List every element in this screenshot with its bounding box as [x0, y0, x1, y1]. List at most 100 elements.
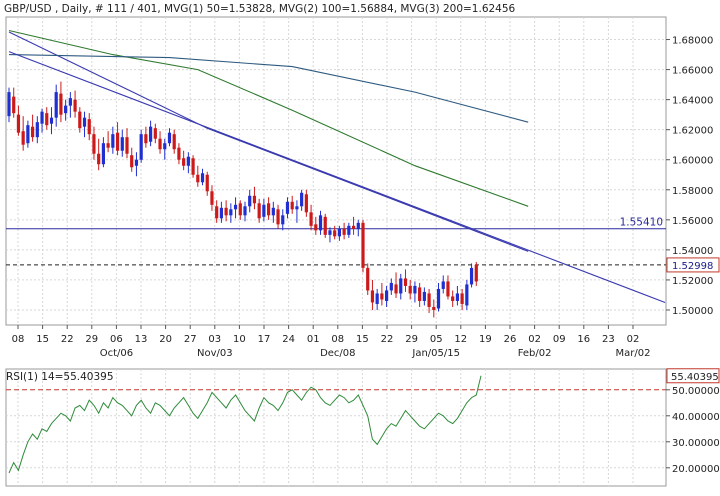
candle — [45, 107, 49, 130]
candle — [366, 263, 370, 295]
candle — [427, 288, 431, 313]
candle-body — [427, 293, 431, 307]
candle — [262, 198, 266, 222]
candlesticks — [7, 81, 478, 318]
candle-body — [49, 117, 54, 124]
candle-body — [210, 191, 214, 205]
candle — [40, 108, 44, 133]
candle — [413, 281, 417, 303]
candle-body — [149, 126, 153, 142]
price-y-tick-label: 1.68000 — [672, 36, 713, 47]
price-y-tick-label: 1.52000 — [672, 276, 713, 287]
candle-body — [177, 147, 181, 160]
candle-body — [97, 153, 101, 165]
candle — [408, 279, 412, 300]
candle — [144, 126, 148, 148]
candle-body — [318, 215, 323, 231]
candle — [92, 126, 96, 160]
candle — [219, 201, 223, 223]
candle — [158, 131, 162, 154]
candle-body — [380, 293, 384, 300]
date-x-axis: 08 15 22 29 06 13 20 27 03 10 17 24 01 08 15 22 29 05 12 19… — [12, 325, 651, 359]
x-tick-label: 29 — [405, 334, 418, 345]
price-y-tick-label: 1.62000 — [672, 126, 713, 137]
candle — [59, 81, 63, 123]
rsi-title: RSI(1) 14=55.40395 — [6, 371, 114, 383]
candle — [172, 129, 176, 154]
candle-body — [389, 282, 393, 291]
candle-body — [375, 293, 379, 304]
candle — [389, 278, 393, 295]
candle — [465, 279, 469, 310]
candle — [153, 123, 157, 144]
x-month-label: Jan/05/15 — [411, 348, 460, 359]
price-y-tick-label: 1.64000 — [672, 96, 713, 107]
candle-body — [59, 93, 63, 115]
candle — [318, 210, 323, 235]
candle — [233, 197, 238, 219]
x-tick-label: 03 — [208, 334, 221, 345]
candle — [68, 92, 72, 118]
candle-body — [64, 105, 68, 114]
candle-body — [45, 113, 49, 126]
candle — [446, 275, 450, 300]
candle-body — [163, 143, 167, 150]
x-tick-label: 13 — [135, 334, 148, 345]
candle-body — [205, 174, 209, 192]
candle-body — [134, 159, 139, 166]
candle — [101, 137, 105, 168]
candle-body — [186, 156, 190, 166]
level-label: 1.55410 — [620, 217, 663, 229]
candle-body — [347, 225, 351, 235]
rsi-panel-frame — [5, 368, 667, 487]
candle — [229, 203, 233, 223]
x-month-label: Nov/03 — [197, 348, 233, 359]
x-tick-label: 08 — [331, 334, 344, 345]
candle-body — [262, 204, 266, 217]
candle-body — [229, 209, 233, 216]
candle — [309, 204, 313, 231]
candle-body — [252, 195, 257, 204]
candle — [54, 84, 58, 127]
candle — [370, 279, 375, 310]
candle-body — [200, 173, 205, 183]
candle-body — [267, 203, 271, 216]
candle-body — [276, 209, 280, 225]
x-month-label: Mar/02 — [616, 348, 651, 359]
candle-body — [342, 228, 346, 235]
candle — [73, 90, 77, 118]
candle — [182, 150, 186, 171]
rsi-y-tick-label: 50.00000 — [672, 386, 720, 397]
candle-body — [257, 203, 261, 219]
candle — [436, 282, 441, 312]
candle — [422, 287, 426, 306]
x-tick-label: 27 — [184, 334, 197, 345]
candle-body — [111, 134, 115, 148]
candle — [26, 120, 30, 148]
x-tick-label: 22 — [61, 334, 74, 345]
candle — [78, 107, 82, 133]
price-y-tick-label: 1.60000 — [672, 156, 713, 167]
candle — [351, 216, 356, 235]
moving-average-line — [8, 29, 529, 207]
x-tick-label: 23 — [602, 334, 615, 345]
candle — [191, 155, 195, 178]
candle-body — [314, 224, 318, 231]
candle — [418, 282, 422, 307]
candle — [285, 197, 290, 219]
price-grid — [6, 17, 666, 325]
candle — [460, 288, 464, 310]
x-tick-label: 26 — [504, 334, 517, 345]
candle — [361, 219, 365, 273]
candle — [16, 105, 21, 136]
x-tick-label: 19 — [479, 334, 492, 345]
candle — [115, 122, 120, 156]
candle-body — [82, 117, 87, 127]
candle — [210, 185, 214, 211]
candle-body — [300, 192, 304, 207]
x-tick-label: 15 — [356, 334, 369, 345]
candle-body — [385, 290, 389, 301]
candle — [281, 209, 285, 231]
candle-body — [238, 203, 242, 216]
rsi-y-axis: 20.00000 30.00000 40.00000 50.00000 55.40395 — [666, 368, 720, 475]
